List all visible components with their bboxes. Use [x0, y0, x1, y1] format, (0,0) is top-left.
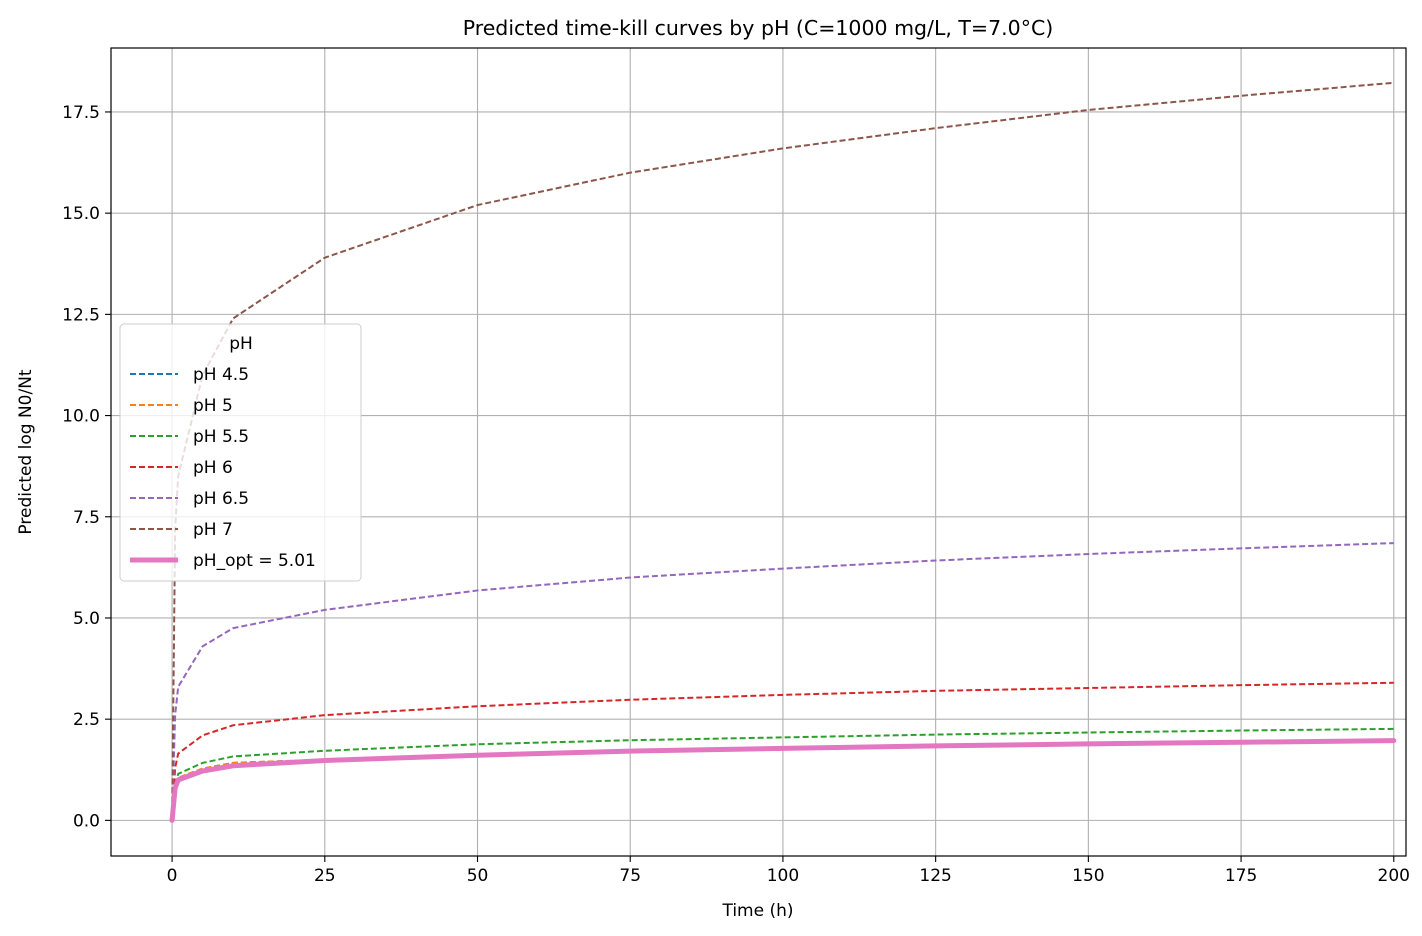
series-line-2: [171, 727, 1394, 821]
x-tick-label: 0: [167, 866, 178, 886]
x-tick-label: 200: [1378, 866, 1410, 886]
legend: pH pH 4.5 pH 5 pH 5.5 pH 6 pH 6.5 pH 7 pH_opt …: [119, 323, 362, 582]
legend-label-6: pH_opt = 5.01: [193, 551, 316, 571]
legend-label-1: pH 5: [193, 396, 233, 416]
x-axis-title: Time (h): [721, 901, 793, 921]
y-tick-label: 15.0: [62, 204, 100, 224]
y-tick-label: 7.5: [73, 508, 100, 528]
grid: [111, 48, 1406, 856]
x-tick-label: 175: [1225, 866, 1257, 886]
y-tick-label: 2.5: [73, 710, 100, 730]
x-tick-label: 100: [767, 866, 799, 886]
legend-box: [119, 323, 362, 582]
legend-items: pH 4.5 pH 5 pH 5.5 pH 6 pH 6.5 pH 7 pH_opt = 5…: [130, 365, 316, 571]
legend-label-0: pH 4.5: [193, 365, 249, 385]
y-tick-label: 12.5: [62, 305, 100, 325]
y-tick-label: 10.0: [62, 407, 100, 427]
y-axis-title: Predicted log N0/Nt: [16, 369, 36, 535]
x-tick-label: 125: [919, 866, 951, 886]
legend-label-5: pH 7: [193, 520, 233, 540]
x-tick-label: 50: [467, 866, 489, 886]
y-tick-label: 17.5: [62, 103, 100, 123]
legend-label-4: pH 6.5: [193, 489, 249, 509]
legend-title: pH: [229, 334, 253, 354]
y-tick-label: 5.0: [73, 609, 100, 629]
plot-frame: [110, 47, 1407, 857]
ticks: 0 25 50 75 100 125 150 175 200 0.0 2.5 5.0 7.5 10.0 12…: [62, 103, 1410, 886]
series-line-6: [169, 738, 1397, 823]
legend-label-3: pH 6: [193, 458, 233, 478]
x-tick-label: 25: [314, 866, 336, 886]
series-line-4: [171, 542, 1394, 821]
chart-title: Predicted time-kill curves by pH (C=1000…: [463, 16, 1054, 40]
y-tick-label: 0.0: [73, 811, 100, 831]
x-tick-label: 75: [619, 866, 641, 886]
x-tick-label: 150: [1072, 866, 1104, 886]
legend-label-2: pH 5.5: [193, 427, 249, 447]
series-line-3: [171, 681, 1394, 821]
